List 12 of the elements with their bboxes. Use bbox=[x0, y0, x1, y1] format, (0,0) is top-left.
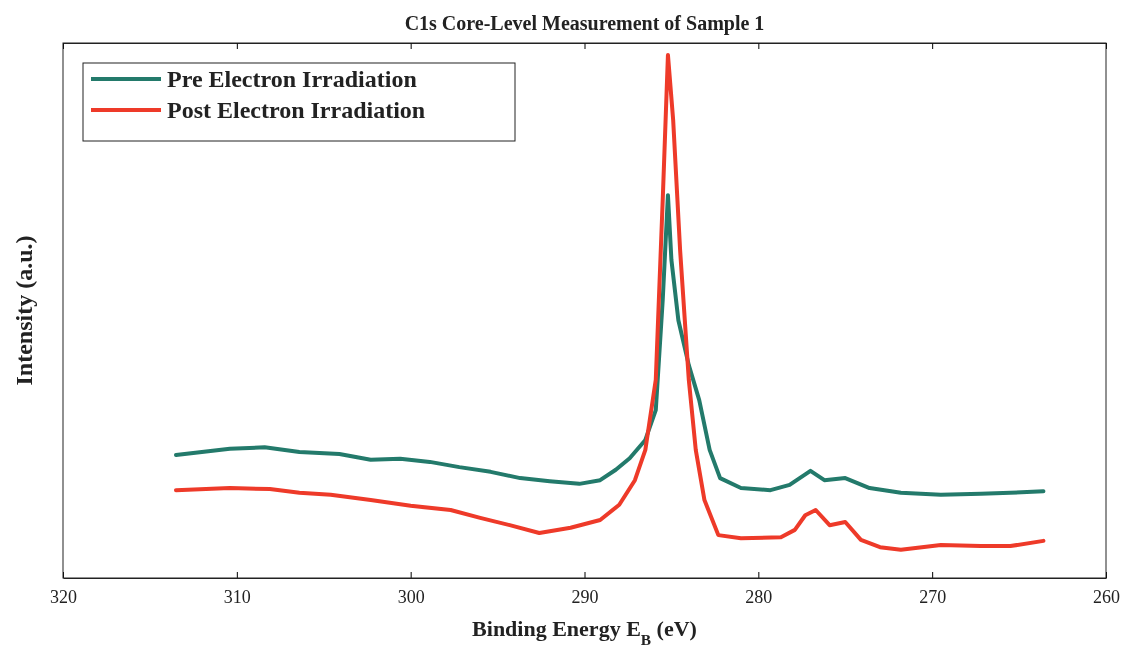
x-axis-title: Binding Energy E$_{B}$ (eV) bbox=[472, 616, 697, 646]
x-tick-label: 300 bbox=[397, 586, 425, 607]
x-tick-label: 310 bbox=[223, 586, 251, 607]
chart-title: C1s Core-Level Measurement of Sample 1 bbox=[404, 12, 765, 35]
legend-label: Post Electron Irradiation bbox=[167, 97, 426, 123]
x-tick-label: 290 bbox=[571, 586, 599, 607]
x-tick-label: 320 bbox=[50, 586, 77, 607]
legend-label: Pre Electron Irradiation bbox=[167, 66, 417, 92]
y-axis-title: Intensity (a.u.) bbox=[11, 235, 37, 386]
x-tick-label: 280 bbox=[745, 586, 773, 607]
x-tick-label: 270 bbox=[919, 586, 947, 607]
x-tick-label: 260 bbox=[1093, 586, 1120, 607]
